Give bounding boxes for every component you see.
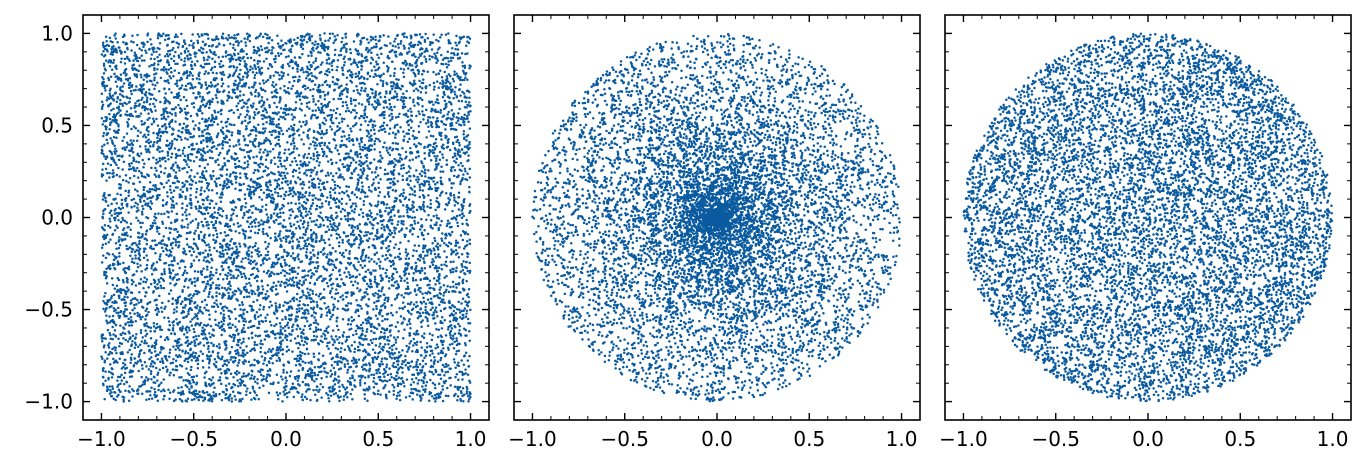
- scatter-points: [100, 32, 472, 403]
- y-tick-label: −0.5: [24, 298, 73, 322]
- scatter-panel-square: −1.0 −0.5 0.0 0.5 1.0 −1.0 −0.5 0.0 0.5 1.0: [24, 14, 490, 451]
- x-tick-label: −1.0: [508, 427, 557, 451]
- x-tick-label: −1.0: [77, 427, 126, 451]
- x-tick-label: −1.0: [939, 427, 988, 451]
- x-tick-label: 0.0: [270, 427, 302, 451]
- scatter-points: [531, 32, 901, 403]
- x-tick-label: 1.0: [455, 427, 487, 451]
- y-tick-label: 0.5: [41, 113, 73, 137]
- x-tick-label: 1.0: [1317, 427, 1349, 451]
- scatter-panel-disk-uniform: −1.0 −0.5 0.0 0.5 1.0: [939, 14, 1352, 451]
- x-tick-label: 1.0: [886, 427, 918, 451]
- x-tick-label: 0.5: [793, 427, 825, 451]
- x-tick-label: −0.5: [169, 427, 218, 451]
- tick-marks: [514, 15, 920, 420]
- x-tick-label: 0.0: [701, 427, 733, 451]
- scatter-panel-disk-center-dense: −1.0 −0.5 0.0 0.5 1.0: [508, 14, 921, 451]
- y-tick-label: −1.0: [24, 390, 73, 414]
- x-tick-label: 0.0: [1132, 427, 1164, 451]
- axes-frame: [944, 14, 1352, 421]
- y-tick-label: 1.0: [41, 21, 73, 45]
- tick-marks: [83, 15, 489, 420]
- tick-marks: [945, 15, 1351, 420]
- y-tick-label: 0.0: [41, 206, 73, 230]
- x-tick-label: 0.5: [1224, 427, 1256, 451]
- x-tick-label: 0.5: [362, 427, 394, 451]
- scatter-points: [962, 32, 1334, 403]
- x-tick-label: −0.5: [1031, 427, 1080, 451]
- x-tick-label: −0.5: [600, 427, 649, 451]
